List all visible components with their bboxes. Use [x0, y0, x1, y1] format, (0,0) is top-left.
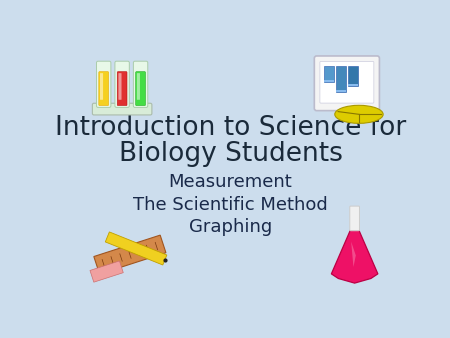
Bar: [336, 66, 346, 92]
FancyBboxPatch shape: [117, 72, 127, 105]
Text: The Scientific Method: The Scientific Method: [133, 195, 328, 214]
FancyBboxPatch shape: [136, 72, 145, 105]
FancyBboxPatch shape: [348, 84, 358, 86]
FancyBboxPatch shape: [118, 73, 122, 100]
FancyBboxPatch shape: [320, 62, 374, 103]
Polygon shape: [351, 242, 356, 267]
FancyBboxPatch shape: [137, 73, 140, 100]
Polygon shape: [90, 261, 123, 282]
FancyBboxPatch shape: [96, 61, 111, 107]
Text: Introduction to Science for: Introduction to Science for: [55, 115, 406, 141]
FancyBboxPatch shape: [92, 103, 152, 115]
FancyBboxPatch shape: [324, 80, 334, 82]
Bar: [324, 66, 334, 82]
FancyBboxPatch shape: [314, 56, 379, 111]
Polygon shape: [331, 230, 378, 283]
Text: Measurement: Measurement: [169, 173, 292, 191]
FancyBboxPatch shape: [115, 61, 129, 107]
FancyBboxPatch shape: [100, 73, 103, 100]
FancyBboxPatch shape: [99, 72, 108, 105]
Text: Biology Students: Biology Students: [119, 141, 342, 167]
Ellipse shape: [335, 105, 383, 123]
Polygon shape: [94, 235, 166, 274]
FancyBboxPatch shape: [336, 90, 346, 92]
Polygon shape: [105, 232, 167, 265]
Bar: [348, 66, 358, 86]
Text: Graphing: Graphing: [189, 218, 272, 236]
FancyBboxPatch shape: [350, 206, 360, 231]
FancyBboxPatch shape: [133, 61, 148, 107]
